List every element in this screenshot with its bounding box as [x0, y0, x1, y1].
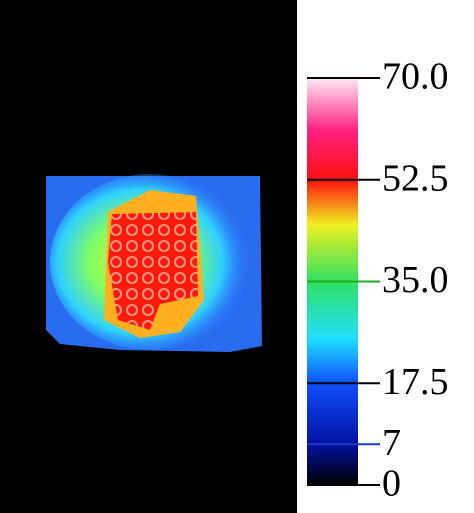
- heatmap-image: [46, 174, 262, 352]
- tick-label: 52.5: [382, 157, 449, 199]
- tick-label: 70.0: [382, 56, 449, 98]
- tick-label: 17.5: [382, 361, 449, 403]
- tick-label: 7: [382, 422, 401, 464]
- tick-label: 0: [382, 463, 401, 505]
- tick-label: 35.0: [382, 259, 449, 301]
